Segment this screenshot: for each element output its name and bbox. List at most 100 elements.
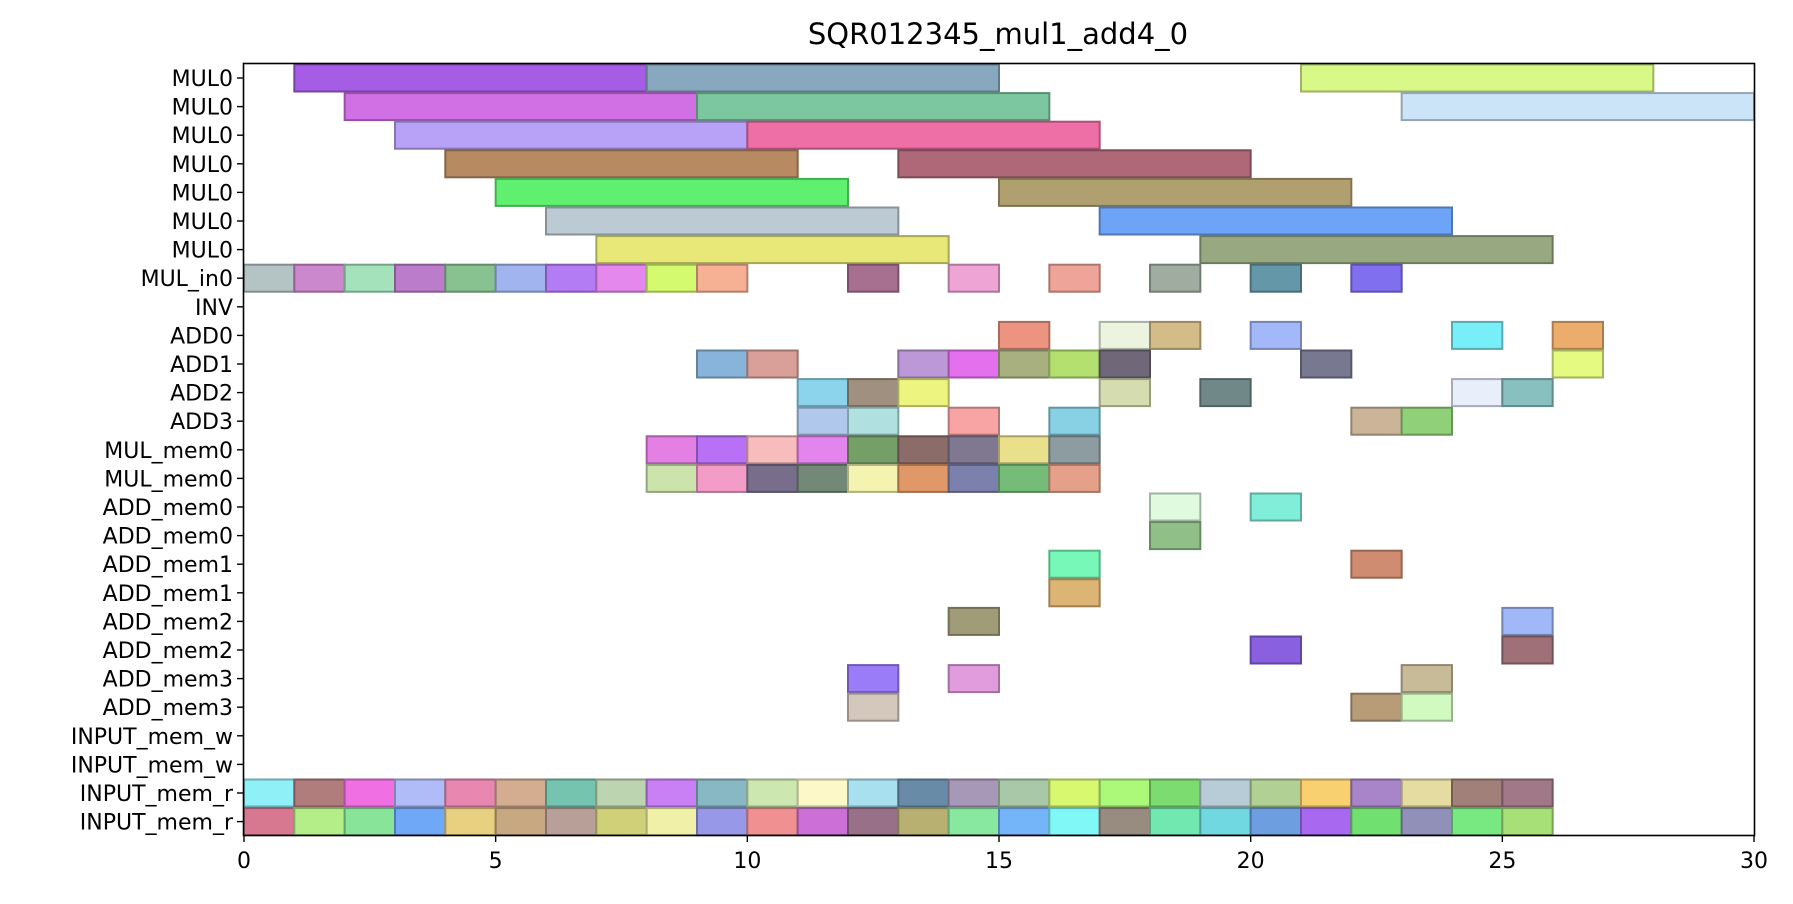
task-bar — [494, 778, 547, 808]
task-bar — [1249, 320, 1302, 350]
task-bar — [1149, 320, 1202, 350]
task-bar — [1451, 807, 1504, 837]
task-bar — [1551, 320, 1604, 350]
task-bar — [796, 778, 850, 808]
task-bar — [998, 320, 1051, 350]
y-tick-label: ADD_mem0 — [103, 496, 233, 521]
task-bar — [1199, 235, 1554, 265]
task-bar — [1501, 778, 1554, 808]
task-bar — [947, 406, 1001, 436]
task-bar — [897, 778, 950, 808]
y-tick-label: INPUT_mem_w — [71, 753, 233, 778]
x-axis: 0 5 10 15 20 25 30 — [237, 835, 1768, 874]
y-tick-label: MUL0 — [172, 96, 233, 121]
y-axis-labels: MUL0 MUL0 MUL0 MUL0 MUL0 MUL0 MUL0 MUL_in0 INV AD… — [71, 67, 244, 836]
task-bar — [1048, 406, 1101, 436]
y-tick-label: MUL0 — [172, 124, 233, 149]
y-tick-label: ADD0 — [170, 324, 233, 349]
y-tick-label: ADD3 — [170, 410, 233, 435]
task-bar — [947, 435, 1001, 465]
task-bar — [998, 463, 1051, 493]
task-bar — [645, 807, 699, 837]
y-tick-label: ADD1 — [170, 353, 233, 378]
task-bar — [595, 807, 648, 837]
y-tick-label: ADD_mem1 — [103, 553, 233, 578]
task-bar — [444, 778, 497, 808]
task-bar — [1048, 807, 1101, 837]
task-bar — [847, 378, 900, 408]
task-bar — [897, 463, 950, 493]
task-bar — [343, 778, 396, 808]
task-bar — [1199, 807, 1252, 837]
task-bar — [1149, 778, 1202, 808]
task-bar — [1300, 778, 1353, 808]
task-bar — [696, 263, 749, 293]
y-tick-label: MUL0 — [172, 153, 233, 178]
task-bar — [1451, 378, 1504, 408]
task-bar — [293, 63, 648, 93]
task-bar — [444, 263, 497, 293]
y-tick-label: MUL_mem0 — [104, 439, 233, 464]
y-tick-label: ADD_mem0 — [103, 525, 233, 550]
task-bar — [847, 778, 900, 808]
task-bar — [998, 435, 1051, 465]
task-bar — [394, 263, 447, 293]
task-bar — [796, 378, 850, 408]
task-bar — [545, 807, 598, 837]
task-bar — [1501, 635, 1554, 665]
task-bar — [1400, 692, 1453, 722]
task-bar — [293, 778, 346, 808]
task-bar — [1249, 807, 1302, 837]
task-bar — [1350, 549, 1403, 579]
task-bar — [1350, 692, 1403, 722]
task-bar — [998, 778, 1051, 808]
y-tick-label: INPUT_mem_w — [71, 725, 233, 750]
task-bar — [243, 778, 296, 808]
task-bar — [1048, 778, 1101, 808]
task-bar — [947, 463, 1001, 493]
task-bar — [696, 807, 749, 837]
task-bar — [343, 92, 698, 122]
task-bar — [595, 778, 648, 808]
task-bar — [243, 807, 296, 837]
task-bar — [394, 120, 749, 150]
task-bar — [1451, 778, 1504, 808]
task-bar — [696, 463, 749, 493]
y-tick-label: ADD_mem2 — [103, 639, 233, 664]
task-bar — [947, 606, 1001, 636]
task-bar — [1249, 492, 1302, 522]
task-bar — [696, 349, 749, 379]
task-bar — [645, 435, 699, 465]
task-bar — [545, 263, 598, 293]
task-bar — [947, 807, 1001, 837]
task-bar — [947, 664, 1001, 694]
task-bar — [1098, 778, 1151, 808]
plot-frame — [242, 62, 1756, 837]
task-bar — [1098, 378, 1151, 408]
x-tick-label: 0 — [237, 849, 251, 874]
task-bar — [444, 149, 799, 179]
task-bar — [1199, 778, 1252, 808]
task-bar — [897, 349, 950, 379]
task-bar — [1350, 778, 1403, 808]
task-bar — [998, 349, 1051, 379]
task-bar — [394, 807, 447, 837]
y-tick-label: ADD_mem2 — [103, 610, 233, 635]
task-bar — [696, 778, 749, 808]
task-bar — [394, 778, 447, 808]
task-bar — [1199, 378, 1252, 408]
task-bar — [847, 406, 900, 436]
y-tick-label: ADD_mem3 — [103, 696, 233, 721]
task-bar — [1350, 406, 1403, 436]
y-tick-label: ADD_mem1 — [103, 582, 233, 607]
y-tick-label: ADD2 — [170, 382, 233, 407]
y-tick-label: MUL0 — [172, 239, 233, 264]
task-bar — [1149, 492, 1202, 522]
chart-title: SQR012345_mul1_add4_0 — [808, 17, 1188, 51]
task-bar — [645, 63, 1001, 93]
task-bar — [746, 778, 799, 808]
y-tick-label: MUL0 — [172, 67, 233, 92]
task-bar — [796, 463, 850, 493]
